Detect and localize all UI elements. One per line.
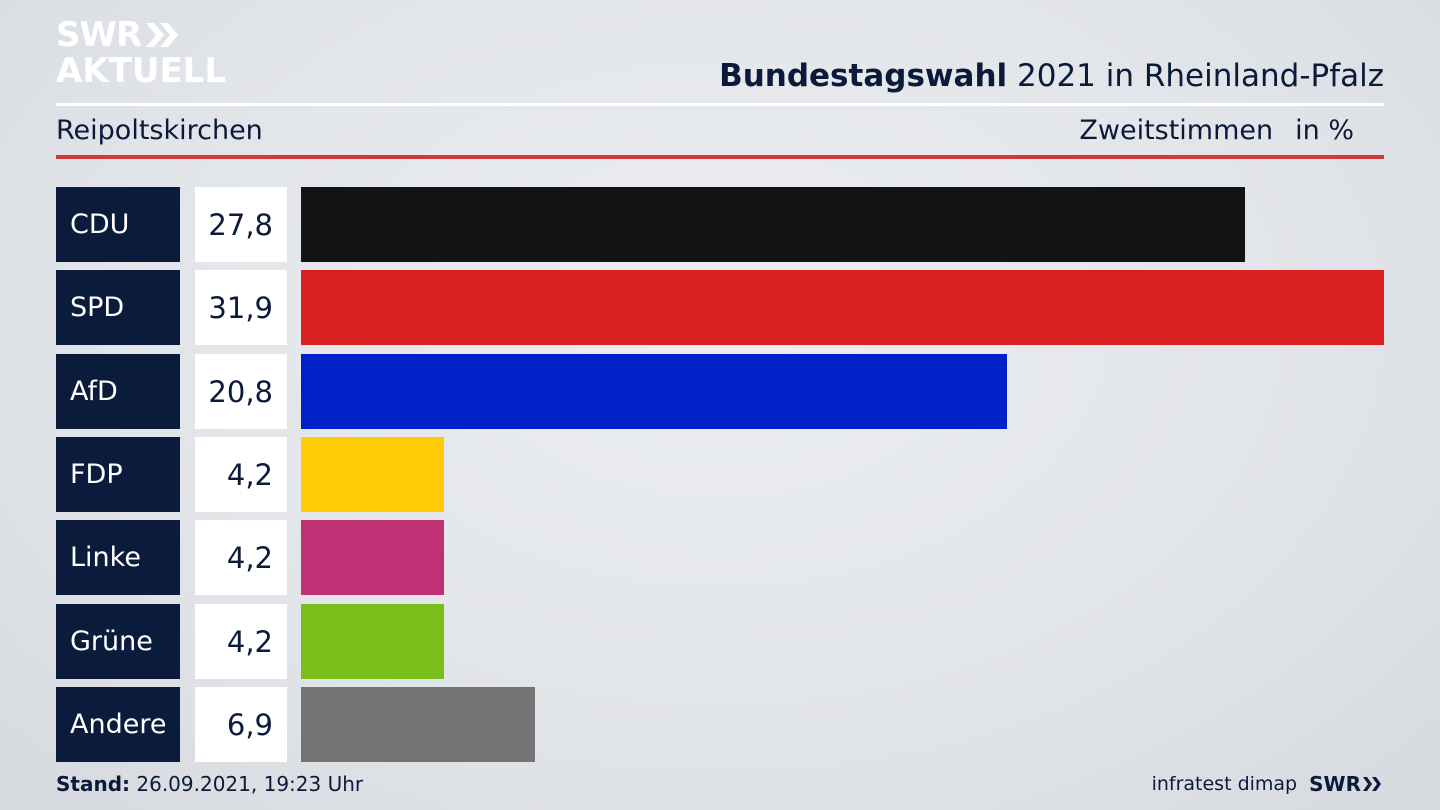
bar-row-fdp: FDP 4,2	[56, 437, 1384, 512]
header-divider	[56, 103, 1384, 106]
value-label: 4,2	[195, 604, 287, 679]
measure-unit: in %	[1295, 115, 1354, 146]
logo-line-2: AKTUELL	[56, 51, 227, 91]
page-title: Bundestagswahl 2021 in Rheinland-Pfalz	[719, 58, 1384, 94]
value-label: 6,9	[195, 687, 287, 762]
bar-afd	[301, 354, 1007, 429]
party-label: CDU	[56, 187, 180, 262]
party-label: FDP	[56, 437, 180, 512]
stand-value: 26.09.2021, 19:23 Uhr	[130, 772, 364, 796]
bar-linke	[301, 520, 444, 595]
party-label: Andere	[56, 687, 180, 762]
swr-footer-text: SWR	[1309, 772, 1361, 796]
bar-grüne	[301, 604, 444, 679]
logo-line-1: SWR	[56, 15, 142, 55]
bar-fdp	[301, 437, 444, 512]
measure-label: Zweitstimmen in %	[1079, 115, 1354, 146]
swr-footer-logo: SWR	[1309, 772, 1384, 796]
bar-row-linke: Linke 4,2	[56, 520, 1384, 595]
bar-row-cdu: CDU 27,8	[56, 187, 1384, 262]
value-label: 31,9	[195, 270, 287, 345]
value-label: 27,8	[195, 187, 287, 262]
timestamp: Stand: 26.09.2021, 19:23 Uhr	[56, 772, 363, 796]
bar-andere	[301, 687, 535, 762]
title-bold: Bundestagswahl	[719, 58, 1008, 94]
chart-top-rule	[56, 155, 1384, 159]
bar-row-spd: SPD 31,9	[56, 270, 1384, 345]
title-rest: 2021 in Rheinland-Pfalz	[1007, 58, 1384, 94]
value-label: 4,2	[195, 520, 287, 595]
party-label: AfD	[56, 354, 180, 429]
bar-row-grüne: Grüne 4,2	[56, 604, 1384, 679]
source-credit: infratest dimap SWR	[1152, 772, 1384, 796]
party-label: SPD	[56, 270, 180, 345]
bar-row-afd: AfD 20,8	[56, 354, 1384, 429]
double-chevron-right-icon	[146, 23, 179, 47]
bar-cdu	[301, 187, 1245, 262]
stand-label: Stand:	[56, 772, 131, 796]
swr-aktuell-logo: SWR AKTUELL	[56, 18, 226, 88]
measure-name: Zweitstimmen	[1079, 115, 1274, 146]
party-label: Linke	[56, 520, 180, 595]
location-subtitle: Reipoltskirchen	[56, 115, 263, 146]
value-label: 4,2	[195, 437, 287, 512]
bar-spd	[301, 270, 1384, 345]
party-label: Grüne	[56, 604, 180, 679]
double-chevron-right-icon	[1363, 777, 1381, 791]
bar-row-andere: Andere 6,9	[56, 687, 1384, 762]
source-label: infratest dimap	[1151, 773, 1298, 795]
value-label: 20,8	[195, 354, 287, 429]
